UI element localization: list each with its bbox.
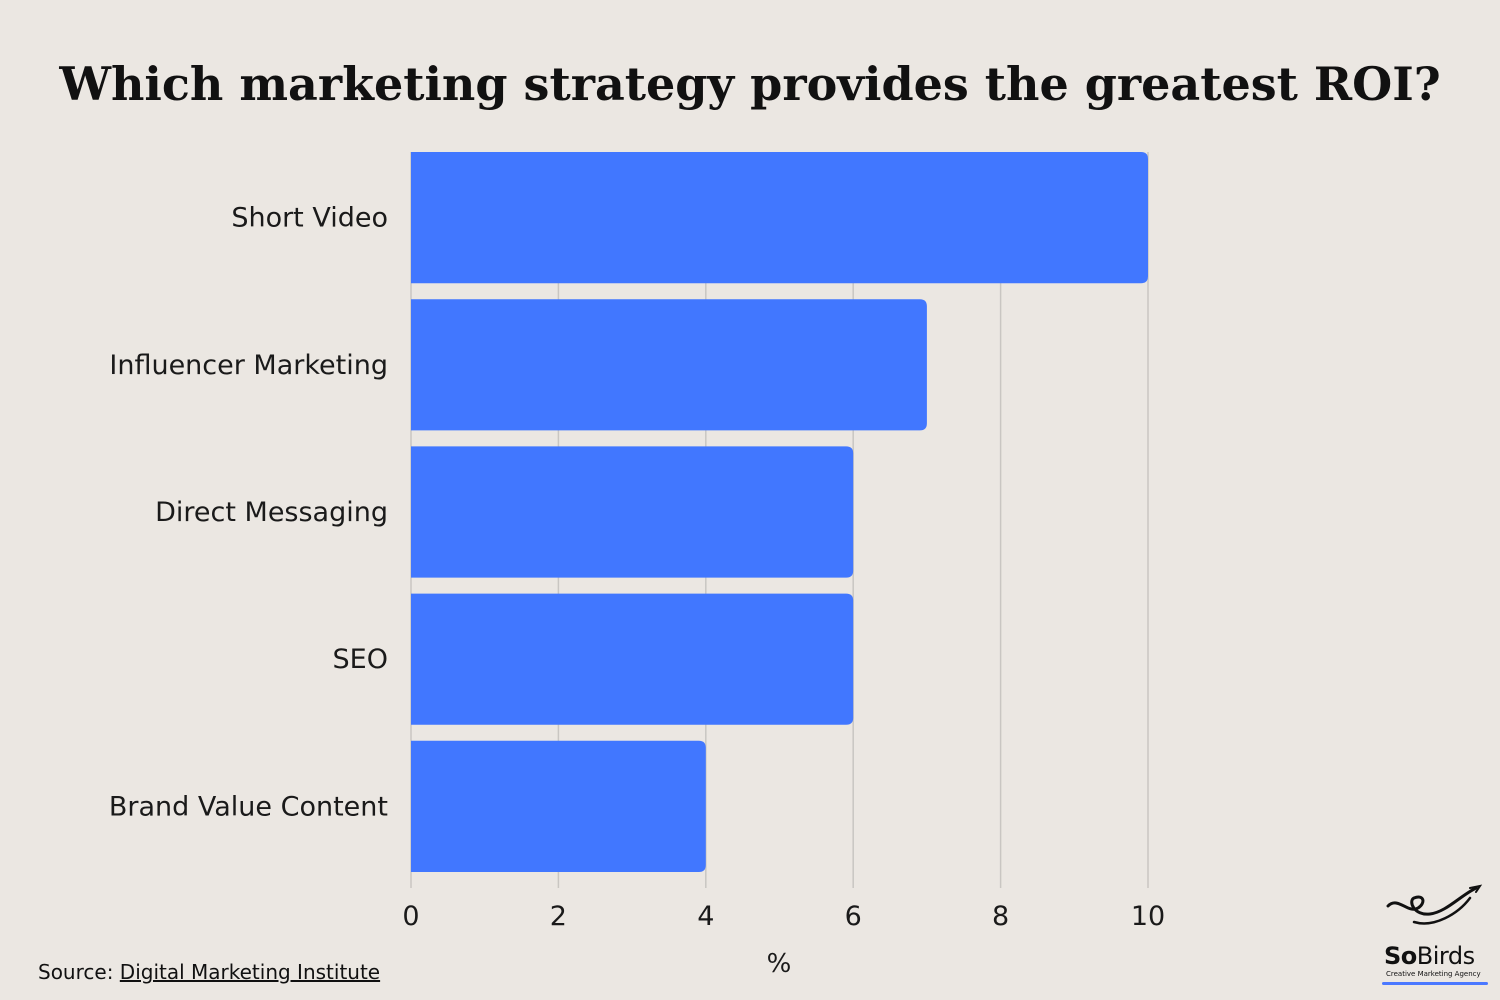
logo-underline	[1382, 982, 1488, 985]
logo-brand-rest: Birds	[1416, 942, 1475, 970]
x-tick-label: 6	[845, 901, 862, 932]
bar-short-video	[411, 152, 1148, 284]
x-tick-label: 4	[697, 901, 714, 932]
logo-brand-bold: So	[1384, 942, 1417, 970]
logo-wordmark: SoBirds	[1384, 942, 1475, 970]
bar-influencer-marketing	[411, 299, 927, 431]
x-tick-label: 10	[1131, 901, 1165, 932]
source-prefix: Source:	[38, 960, 120, 984]
bar-seo	[411, 593, 854, 725]
category-labels: Short Video Influencer Marketing Direct Me…	[109, 203, 388, 823]
category-label: Short Video	[231, 203, 388, 234]
bars	[411, 152, 1148, 872]
bird-icon	[1386, 884, 1483, 925]
x-tick-labels: 0 2 4 6 8 10	[402, 901, 1165, 932]
category-label: Brand Value Content	[109, 791, 388, 822]
sobirds-logo: SoBirds Creative Marketing Agency	[1380, 884, 1490, 988]
x-tick-label: 8	[992, 901, 1009, 932]
x-axis-label: %	[767, 949, 792, 979]
bar-direct-messaging	[411, 446, 854, 578]
source-line: Source: Digital Marketing Institute	[38, 960, 380, 984]
logo-tagline: Creative Marketing Agency	[1386, 970, 1481, 978]
x-tick-label: 2	[550, 901, 567, 932]
category-label: Direct Messaging	[155, 497, 388, 528]
chart-title: Which marketing strategy provides the gr…	[58, 57, 1440, 111]
source-link[interactable]: Digital Marketing Institute	[119, 960, 381, 984]
bar-brand-value-content	[411, 740, 706, 872]
category-label: SEO	[333, 644, 388, 675]
category-label: Influencer Marketing	[109, 350, 388, 381]
x-tick-label: 0	[402, 901, 419, 932]
